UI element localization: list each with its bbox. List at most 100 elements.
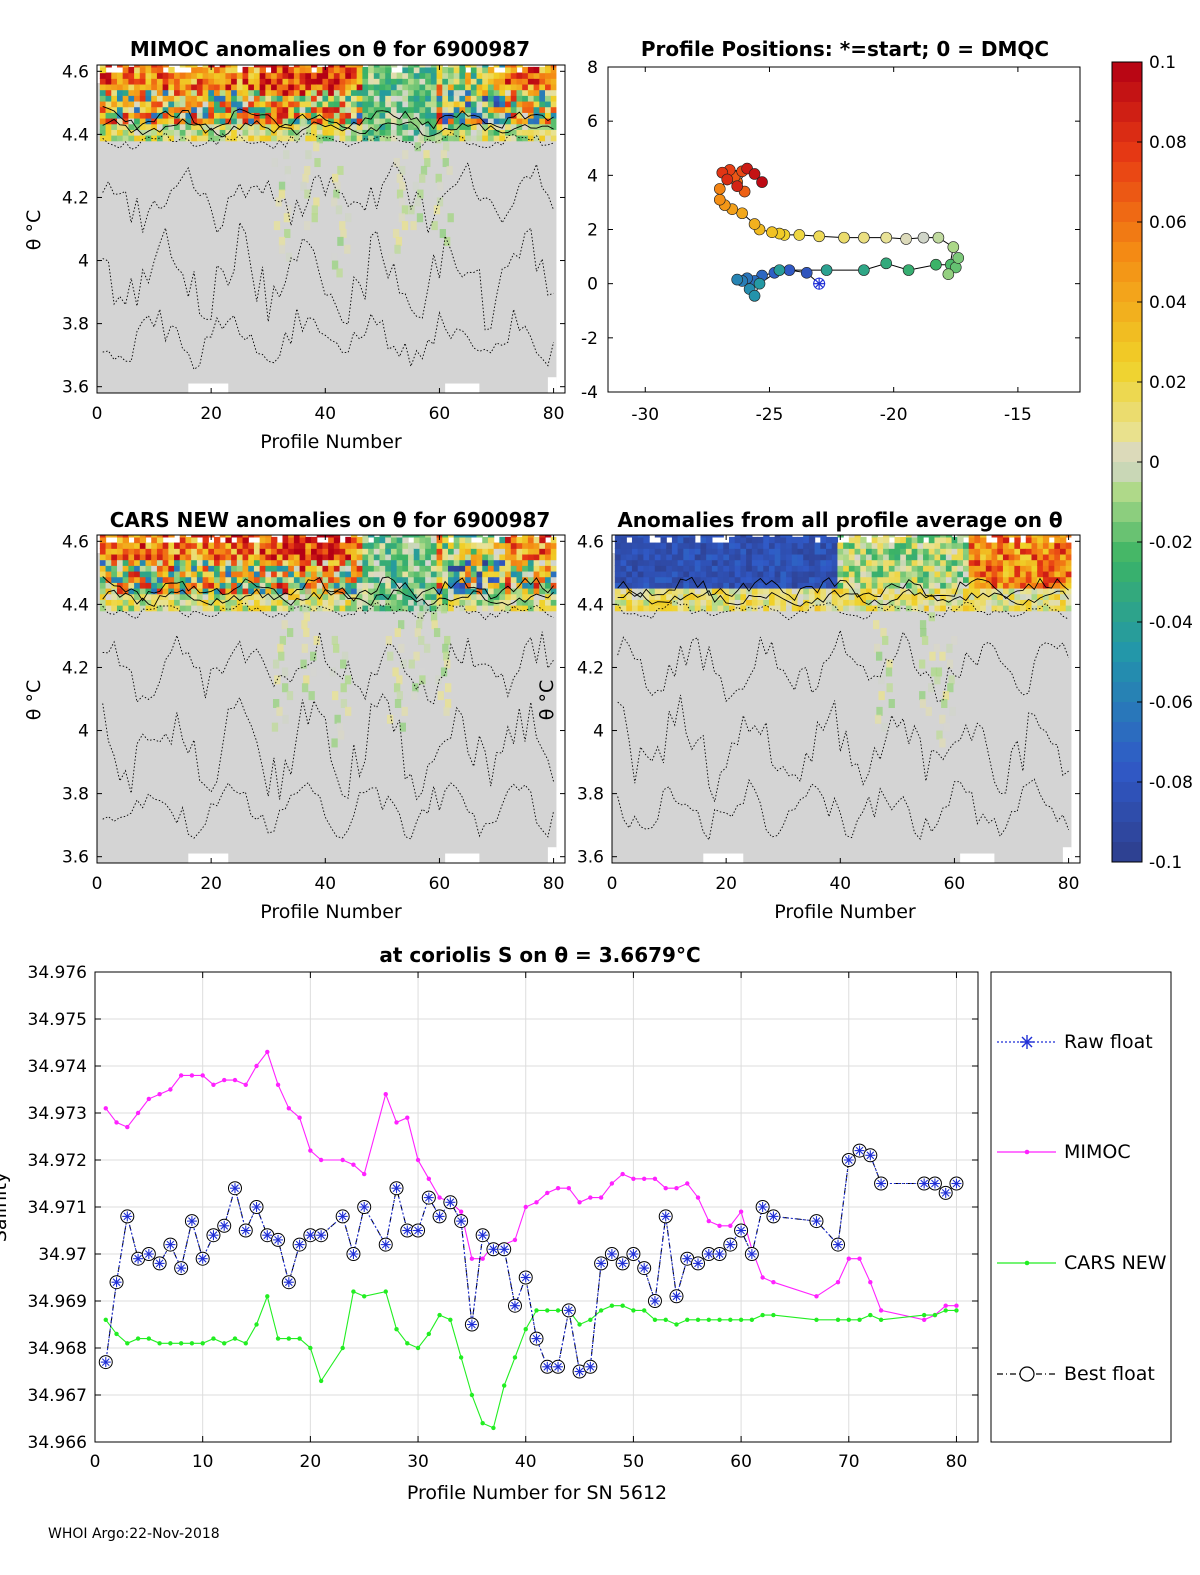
colorbar-swatch: [1112, 142, 1142, 163]
anomaly-cell: [768, 536, 776, 544]
anomaly-cell: [356, 135, 363, 142]
anomaly-cell: [527, 582, 535, 589]
anomaly-cell: [208, 123, 215, 130]
anomaly-cell: [911, 559, 918, 566]
anomaly-cell: [111, 72, 118, 79]
raw-float-point: [693, 1258, 704, 1269]
mimoc-point: [146, 1096, 152, 1102]
anomaly-cell: [493, 89, 500, 96]
anomaly-cell: [350, 593, 358, 600]
anomaly-cell: [482, 106, 489, 113]
anomaly-cell: [717, 587, 724, 595]
anomaly-cell: [476, 542, 483, 549]
anomaly-cell: [345, 123, 352, 130]
anomaly-cell: [928, 599, 936, 606]
anomaly-cell: [419, 559, 426, 566]
anomaly-cell: [780, 548, 787, 555]
anomaly-cell: [139, 570, 147, 578]
anomaly-cell: [435, 173, 442, 183]
anomaly-cell: [774, 593, 781, 600]
anomaly-cell: [516, 565, 523, 572]
anomaly-cell: [396, 559, 403, 566]
anomaly-cell: [694, 587, 702, 595]
anomaly-cell: [1008, 565, 1015, 572]
raw-float-point: [445, 1197, 456, 1208]
anomaly-cell: [413, 106, 421, 113]
anomaly-cell: [940, 576, 947, 583]
anomaly-cell: [328, 106, 335, 113]
anomaly-cell: [174, 599, 181, 606]
anomaly-cell: [700, 542, 707, 549]
anomaly-cell: [740, 548, 747, 555]
anomaly-cell: [236, 605, 244, 612]
anomaly-cell: [379, 78, 386, 85]
anomaly-cell: [448, 83, 455, 91]
mimoc-point: [297, 1115, 302, 1120]
anomaly-cell: [1025, 587, 1033, 595]
cars-new-point: [620, 1303, 625, 1308]
anomaly-cell: [614, 542, 622, 549]
anomaly-cell: [939, 738, 946, 748]
anomaly-cell: [808, 548, 816, 555]
anomaly-cell: [917, 570, 924, 578]
anomaly-cell: [545, 576, 552, 583]
anomaly-cell: [683, 599, 690, 606]
y-tick-label: 34.975: [28, 1010, 87, 1030]
y-tick-label: 34.974: [28, 1057, 87, 1077]
anomaly-cell: [316, 100, 324, 108]
anomaly-cell: [791, 553, 799, 561]
profile-position-marker: [917, 231, 930, 244]
anomaly-cell: [418, 667, 426, 677]
anomaly-cell: [417, 189, 424, 199]
anomaly-cell: [894, 559, 901, 566]
anomaly-cell: [476, 587, 483, 595]
anomaly-cell: [111, 123, 118, 130]
anomaly-cell: [345, 582, 352, 589]
anomaly-cell: [871, 535, 878, 538]
anomaly-cell: [265, 599, 272, 606]
anomaly-cell: [248, 605, 255, 612]
anomaly-cell: [550, 542, 558, 549]
anomaly-cell: [322, 78, 329, 85]
anomaly-cell: [156, 78, 164, 85]
anomaly-cell: [385, 106, 392, 113]
anomaly-cell: [453, 582, 461, 589]
mimoc-point: [878, 1308, 884, 1313]
anomaly-cell: [225, 117, 232, 125]
anomaly-cell: [539, 553, 546, 561]
anomaly-cell: [1054, 559, 1061, 566]
anomaly-cell: [122, 565, 129, 572]
anomaly-cell: [174, 129, 181, 136]
anomaly-cell: [545, 65, 552, 68]
anomaly-cell: [185, 565, 192, 572]
anomaly-cell: [373, 576, 381, 583]
profile-position-marker: [713, 193, 726, 206]
cars-new-point: [189, 1341, 195, 1346]
anomaly-cell: [991, 570, 998, 578]
anomaly-cell: [333, 559, 341, 566]
anomaly-cell: [780, 605, 787, 612]
anomaly-cell: [231, 570, 238, 578]
anomaly-cell: [395, 236, 403, 246]
anomaly-cell: [111, 129, 118, 136]
anomaly-cell: [683, 548, 690, 555]
anomaly-cell: [288, 135, 295, 142]
anomaly-cell: [689, 599, 696, 606]
anomaly-cell: [99, 129, 107, 136]
cars-new-point: [383, 1289, 388, 1294]
anomaly-cell: [156, 535, 164, 538]
anomaly-cell: [303, 221, 311, 231]
anomaly-cell: [242, 542, 249, 549]
anomaly-cell: [396, 89, 403, 96]
profile-position-marker: [952, 252, 965, 264]
anomaly-cell: [660, 576, 667, 583]
anomaly-cell: [196, 89, 204, 96]
anomaly-cell: [265, 135, 272, 142]
anomaly-cell: [539, 565, 546, 572]
mimoc-point: [728, 1223, 733, 1229]
cars-new-point: [663, 1317, 668, 1323]
anomaly-cell: [179, 72, 187, 79]
anomaly-cell: [322, 117, 329, 125]
anomaly-cell: [430, 95, 438, 102]
anomaly-cell: [214, 565, 221, 572]
